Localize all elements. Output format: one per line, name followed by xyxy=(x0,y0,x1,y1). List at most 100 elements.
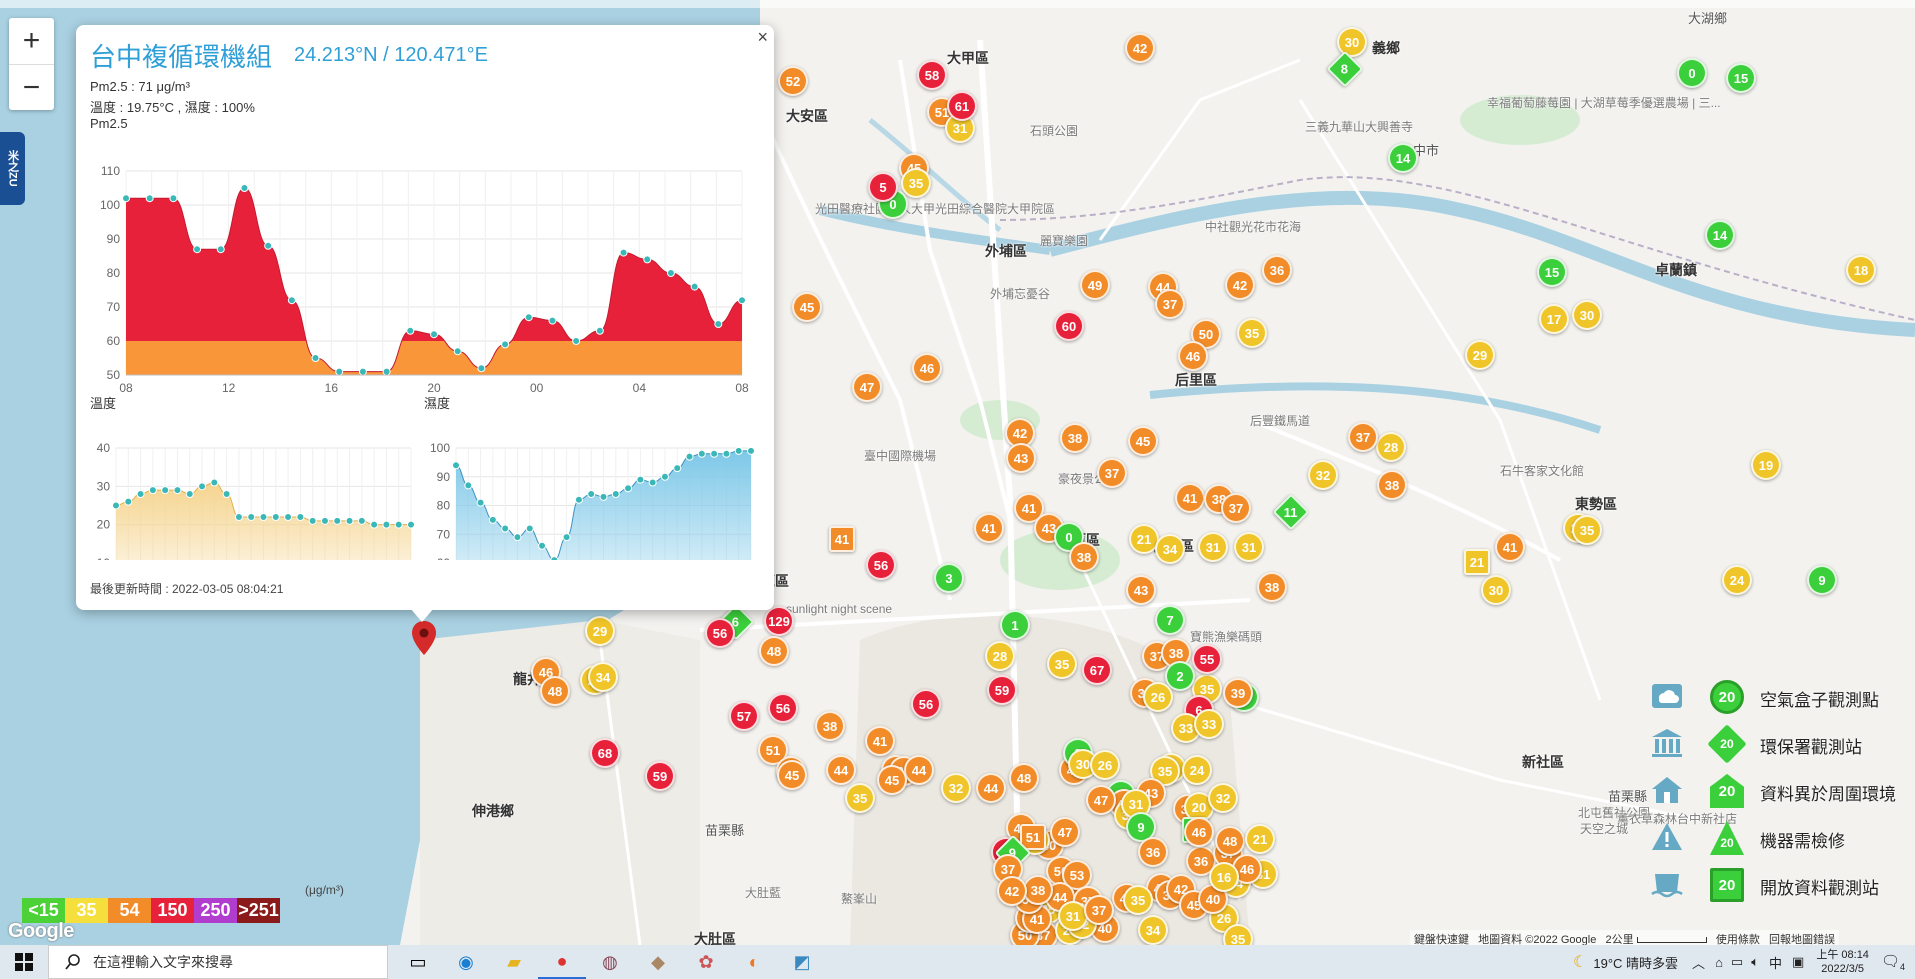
station-marker[interactable]: 44 xyxy=(904,755,934,785)
zoom-in-button[interactable]: + xyxy=(22,24,41,57)
edge-button[interactable]: ◉ xyxy=(442,945,490,979)
station-marker[interactable]: 5 xyxy=(868,172,898,202)
close-popup-button[interactable]: × xyxy=(757,27,768,47)
station-marker[interactable]: 55 xyxy=(1192,644,1222,674)
station-marker[interactable]: 36 xyxy=(1138,837,1168,867)
station-marker[interactable]: 37 xyxy=(1155,289,1185,319)
station-marker[interactable]: 35 xyxy=(1223,924,1253,945)
station-marker[interactable]: 48 xyxy=(1215,826,1245,856)
station-marker[interactable]: 29 xyxy=(1465,340,1495,370)
station-marker[interactable]: 56 xyxy=(705,618,735,648)
chrome-button[interactable]: ● xyxy=(538,945,586,979)
station-marker[interactable]: 45 xyxy=(877,765,907,795)
station-marker[interactable]: 18 xyxy=(1846,255,1876,285)
station-marker[interactable]: 35 xyxy=(1237,318,1267,348)
battery-icon[interactable]: ▭ xyxy=(1730,954,1744,969)
station-marker[interactable]: 39 xyxy=(1223,678,1253,708)
station-marker[interactable]: 7 xyxy=(1155,605,1185,635)
station-marker[interactable]: 42 xyxy=(997,876,1027,906)
station-marker[interactable]: 2 xyxy=(1165,661,1195,691)
station-marker[interactable]: 21 xyxy=(1245,824,1275,854)
app-button-2[interactable]: ◆ xyxy=(634,945,682,979)
station-marker[interactable]: 61 xyxy=(947,91,977,121)
station-marker[interactable]: 16 xyxy=(1209,862,1239,892)
station-marker[interactable]: 34 xyxy=(1155,534,1185,564)
app-button-3[interactable]: ✿ xyxy=(682,945,730,979)
network-icon[interactable]: ⌂ xyxy=(1715,954,1723,970)
station-marker[interactable]: 35 xyxy=(845,783,875,813)
terms-link[interactable]: 使用條款 xyxy=(1715,934,1760,946)
app-button-4[interactable]: ◐ xyxy=(730,945,778,979)
station-marker[interactable]: 41 xyxy=(1175,483,1205,513)
station-marker[interactable]: 47 xyxy=(1086,785,1116,815)
station-marker[interactable]: 45 xyxy=(792,292,822,322)
station-marker[interactable]: 32 xyxy=(941,773,971,803)
station-marker[interactable]: 57 xyxy=(729,701,759,731)
station-marker[interactable]: 48 xyxy=(540,676,570,706)
station-marker[interactable]: 15 xyxy=(1537,257,1567,287)
station-marker[interactable]: 67 xyxy=(1082,655,1112,685)
station-marker[interactable]: 34 xyxy=(588,662,618,692)
station-marker[interactable]: 24 xyxy=(1182,755,1212,785)
station-marker[interactable]: 56 xyxy=(911,689,941,719)
station-marker[interactable]: 30 xyxy=(1481,575,1511,605)
station-marker[interactable]: 47 xyxy=(1050,817,1080,847)
station-marker[interactable]: 29 xyxy=(585,616,615,646)
station-marker[interactable]: 48 xyxy=(759,636,789,666)
tray-expand-icon[interactable]: ︿ xyxy=(1692,955,1706,971)
station-marker[interactable]: 19 xyxy=(1751,450,1781,480)
station-marker[interactable]: 38 xyxy=(1069,542,1099,572)
station-marker[interactable]: 46 xyxy=(912,353,942,383)
station-marker[interactable]: 41 xyxy=(974,513,1004,543)
station-marker[interactable]: 42 xyxy=(1225,270,1255,300)
station-marker[interactable]: 32 xyxy=(1208,783,1238,813)
station-marker[interactable]: 35 xyxy=(1047,649,1077,679)
station-marker[interactable]: 14 xyxy=(1705,220,1735,250)
station-marker[interactable]: 33 xyxy=(1194,709,1224,739)
station-marker[interactable]: 32 xyxy=(1308,460,1338,490)
station-marker[interactable]: 34 xyxy=(1138,915,1168,945)
app-button-5[interactable]: ◩ xyxy=(778,945,826,979)
station-marker[interactable]: 38 xyxy=(1060,423,1090,453)
station-marker[interactable]: 56 xyxy=(768,693,798,723)
station-marker[interactable]: 59 xyxy=(645,761,675,791)
station-marker[interactable]: 43 xyxy=(1006,443,1036,473)
report-error-link[interactable]: 回報地圖錯誤 xyxy=(1769,934,1836,946)
station-marker[interactable]: 59 xyxy=(987,675,1017,705)
station-marker[interactable]: 45 xyxy=(777,760,807,790)
station-marker[interactable]: 37 xyxy=(1084,895,1114,925)
clock[interactable]: 上午 08:14 2022/3/5 xyxy=(1816,948,1869,976)
station-marker[interactable]: 0 xyxy=(1677,58,1707,88)
station-marker[interactable]: 52 xyxy=(778,66,808,96)
station-marker[interactable]: 35 xyxy=(1572,515,1602,545)
task-view-button[interactable]: ▭ xyxy=(394,945,442,979)
station-marker[interactable]: 38 xyxy=(1023,875,1053,905)
station-marker[interactable]: 15 xyxy=(1726,63,1756,93)
station-marker[interactable]: 47 xyxy=(852,372,882,402)
station-marker[interactable]: 60 xyxy=(1054,311,1084,341)
station-marker[interactable]: 45 xyxy=(1128,426,1158,456)
volume-icon[interactable]: 🔈︎ xyxy=(1751,954,1760,969)
station-marker[interactable]: 41 xyxy=(1495,532,1525,562)
station-marker[interactable]: 37 xyxy=(1097,458,1127,488)
selected-station-pin-icon[interactable] xyxy=(412,621,436,655)
station-marker[interactable]: 24 xyxy=(1722,565,1752,595)
notification-icon[interactable]: 🗨︎4 xyxy=(1880,953,1905,972)
side-menu-tab[interactable]: 米之ZU xyxy=(0,132,25,205)
station-marker[interactable]: 38 xyxy=(1257,572,1287,602)
start-button[interactable] xyxy=(0,945,48,979)
station-marker[interactable]: 17 xyxy=(1539,304,1569,334)
file-explorer-button[interactable]: ▰ xyxy=(490,945,538,979)
station-marker[interactable]: 51 xyxy=(1020,824,1046,850)
station-marker[interactable]: 68 xyxy=(590,738,620,768)
station-marker[interactable]: 30 xyxy=(1572,300,1602,330)
station-marker[interactable]: 46 xyxy=(1178,341,1208,371)
station-marker[interactable]: 1 xyxy=(1000,610,1030,640)
station-marker[interactable]: 38 xyxy=(815,711,845,741)
station-marker[interactable]: 9 xyxy=(1807,565,1837,595)
station-marker[interactable]: 26 xyxy=(1090,750,1120,780)
station-marker[interactable]: 38 xyxy=(1377,470,1407,500)
station-marker[interactable]: 28 xyxy=(1376,432,1406,462)
station-marker[interactable]: 41 xyxy=(865,726,895,756)
station-marker[interactable]: 35 xyxy=(1123,885,1153,915)
